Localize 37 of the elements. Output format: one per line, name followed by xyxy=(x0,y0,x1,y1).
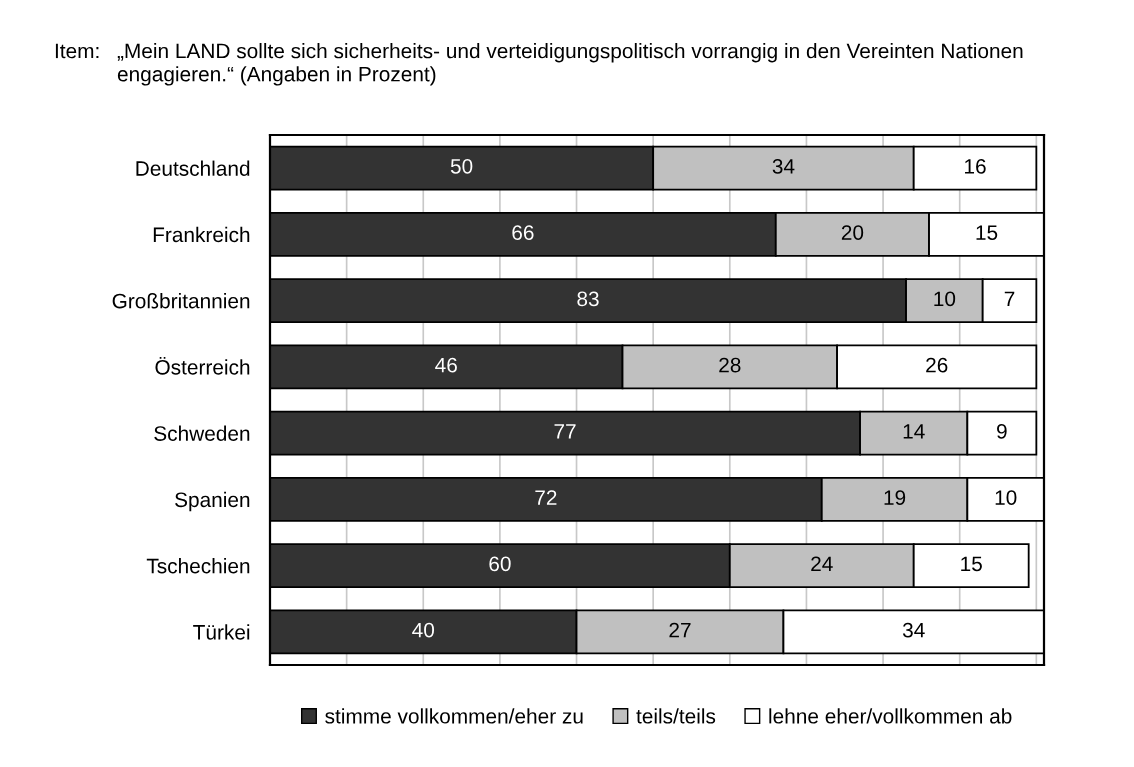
y-tick-label: Tschechien xyxy=(146,558,250,574)
data-label: 9 xyxy=(997,423,1007,439)
data-label: 60 xyxy=(489,556,511,572)
legend-label: stimme vollkommen/eher zu xyxy=(325,708,583,724)
y-tick-label: Deutschland xyxy=(136,160,250,176)
y-tick-label: Schweden xyxy=(154,425,250,441)
y-tick-label: Spanien xyxy=(175,491,250,512)
data-label: 46 xyxy=(435,357,457,373)
data-label: 27 xyxy=(669,622,691,638)
data-label: 34 xyxy=(772,158,795,174)
legend-label: teils/teils xyxy=(636,708,716,724)
data-label: 26 xyxy=(926,357,948,373)
data-label: 50 xyxy=(450,158,473,174)
data-label: 16 xyxy=(965,158,986,174)
text: Item: xyxy=(55,43,99,59)
data-label: 14 xyxy=(903,424,925,439)
y-tick-label: Türkei xyxy=(193,624,250,640)
y-tick-label: Frankreich xyxy=(153,226,250,243)
y-tick-label: Großbritannien xyxy=(112,293,250,309)
data-label: 66 xyxy=(512,225,534,240)
data-label: 15 xyxy=(976,225,998,240)
y-tick-label: Österreich xyxy=(155,356,250,375)
data-label: 28 xyxy=(719,357,741,373)
data-label: 24 xyxy=(811,556,833,572)
data-label: 83 xyxy=(577,291,599,307)
legend-label: lehne eher/vollkommen ab xyxy=(769,708,1012,724)
data-label: 34 xyxy=(902,622,925,638)
data-label: 7 xyxy=(1004,291,1015,307)
data-label: 77 xyxy=(554,424,576,439)
data-label: 72 xyxy=(535,490,557,505)
data-label: 10 xyxy=(995,490,1017,505)
data-label: 10 xyxy=(934,291,956,307)
chart-subtitle: „Mein LAND sollte sich sicherheits- und verteidigungspolitisch vorrangig in den Vereinten Nationen engagieren.“ (Angaben in Prozent) xyxy=(117,43,1023,86)
data-label: 15 xyxy=(961,556,982,572)
data-label: 40 xyxy=(412,622,435,638)
data-label: 19 xyxy=(884,490,906,505)
data-label: 20 xyxy=(841,225,864,240)
